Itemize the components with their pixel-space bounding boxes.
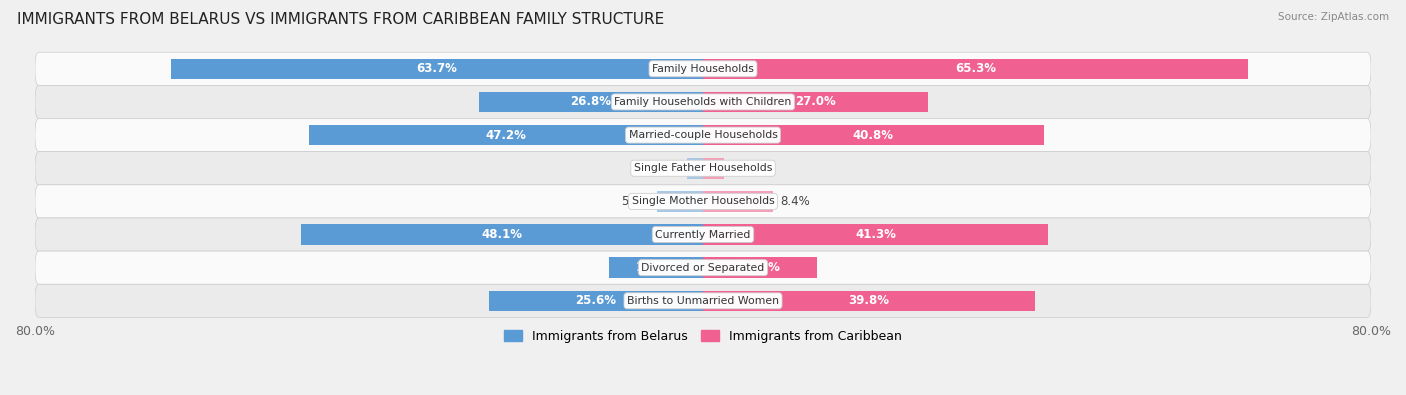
Text: 27.0%: 27.0%: [796, 96, 837, 109]
Bar: [479, 92, 703, 112]
Text: 25.6%: 25.6%: [575, 294, 617, 307]
Bar: [657, 191, 703, 212]
Text: 2.5%: 2.5%: [731, 162, 761, 175]
Bar: [609, 258, 703, 278]
Text: Births to Unmarried Women: Births to Unmarried Women: [627, 296, 779, 306]
Text: Currently Married: Currently Married: [655, 229, 751, 239]
Text: 1.9%: 1.9%: [651, 162, 681, 175]
Text: 26.8%: 26.8%: [571, 96, 612, 109]
Bar: [301, 224, 703, 245]
FancyBboxPatch shape: [35, 218, 1371, 251]
Text: Family Households with Children: Family Households with Children: [614, 97, 792, 107]
Bar: [703, 92, 928, 112]
Text: IMMIGRANTS FROM BELARUS VS IMMIGRANTS FROM CARIBBEAN FAMILY STRUCTURE: IMMIGRANTS FROM BELARUS VS IMMIGRANTS FR…: [17, 12, 664, 27]
Text: 47.2%: 47.2%: [485, 129, 526, 141]
Bar: [489, 291, 703, 311]
Text: 48.1%: 48.1%: [482, 228, 523, 241]
Bar: [703, 58, 1249, 79]
Text: 5.5%: 5.5%: [621, 195, 651, 208]
Text: Single Father Households: Single Father Households: [634, 163, 772, 173]
Text: 65.3%: 65.3%: [955, 62, 995, 75]
Bar: [703, 258, 817, 278]
FancyBboxPatch shape: [35, 85, 1371, 118]
Text: 40.8%: 40.8%: [853, 129, 894, 141]
FancyBboxPatch shape: [35, 185, 1371, 218]
Text: 8.4%: 8.4%: [780, 195, 810, 208]
Text: 11.2%: 11.2%: [636, 261, 676, 274]
Text: Single Mother Households: Single Mother Households: [631, 196, 775, 206]
Text: 13.6%: 13.6%: [740, 261, 780, 274]
Bar: [703, 291, 1035, 311]
Text: Source: ZipAtlas.com: Source: ZipAtlas.com: [1278, 12, 1389, 22]
Text: 39.8%: 39.8%: [849, 294, 890, 307]
FancyBboxPatch shape: [35, 152, 1371, 185]
FancyBboxPatch shape: [35, 52, 1371, 85]
Bar: [703, 158, 724, 179]
FancyBboxPatch shape: [35, 284, 1371, 318]
Legend: Immigrants from Belarus, Immigrants from Caribbean: Immigrants from Belarus, Immigrants from…: [499, 325, 907, 348]
Text: Divorced or Separated: Divorced or Separated: [641, 263, 765, 273]
Text: Family Households: Family Households: [652, 64, 754, 74]
Bar: [688, 158, 703, 179]
Bar: [172, 58, 703, 79]
Bar: [703, 125, 1043, 145]
FancyBboxPatch shape: [35, 251, 1371, 284]
Bar: [703, 224, 1047, 245]
Bar: [309, 125, 703, 145]
Bar: [703, 191, 773, 212]
Text: 41.3%: 41.3%: [855, 228, 896, 241]
Text: Married-couple Households: Married-couple Households: [628, 130, 778, 140]
FancyBboxPatch shape: [35, 118, 1371, 152]
Text: 63.7%: 63.7%: [416, 62, 457, 75]
